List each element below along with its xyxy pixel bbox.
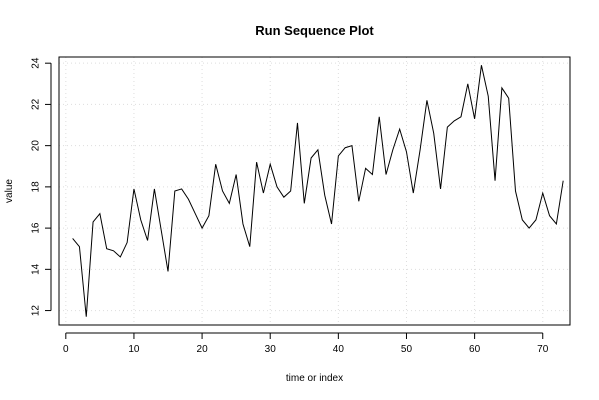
x-tick-label: 0	[63, 344, 69, 355]
grid-layer	[59, 57, 570, 325]
x-axis: 0 10 20 30 40 50 60 70	[63, 332, 549, 355]
x-tick-label: 70	[537, 344, 549, 355]
y-tick-label: 12	[31, 305, 42, 317]
x-tick-label: 20	[197, 344, 209, 355]
y-tick-label: 14	[31, 263, 42, 275]
series-line	[72, 65, 564, 317]
x-tick-label: 10	[128, 344, 140, 355]
y-axis: 12 14 16 18 20 22 24	[31, 57, 52, 317]
x-tick-label: 50	[401, 344, 413, 355]
x-tick-label: 60	[469, 344, 481, 355]
chart-title: Run Sequence Plot	[255, 23, 374, 38]
y-axis-label: value	[4, 179, 15, 203]
plot-frame	[58, 56, 571, 326]
x-axis-label: time or index	[286, 373, 343, 384]
x-tick-label: 30	[265, 344, 277, 355]
y-tick-label: 22	[31, 98, 42, 110]
y-tick-label: 18	[31, 181, 42, 193]
x-tick-label: 40	[333, 344, 345, 355]
y-tick-label: 20	[31, 140, 42, 152]
y-tick-label: 16	[31, 222, 42, 234]
y-tick-label: 24	[31, 57, 42, 69]
